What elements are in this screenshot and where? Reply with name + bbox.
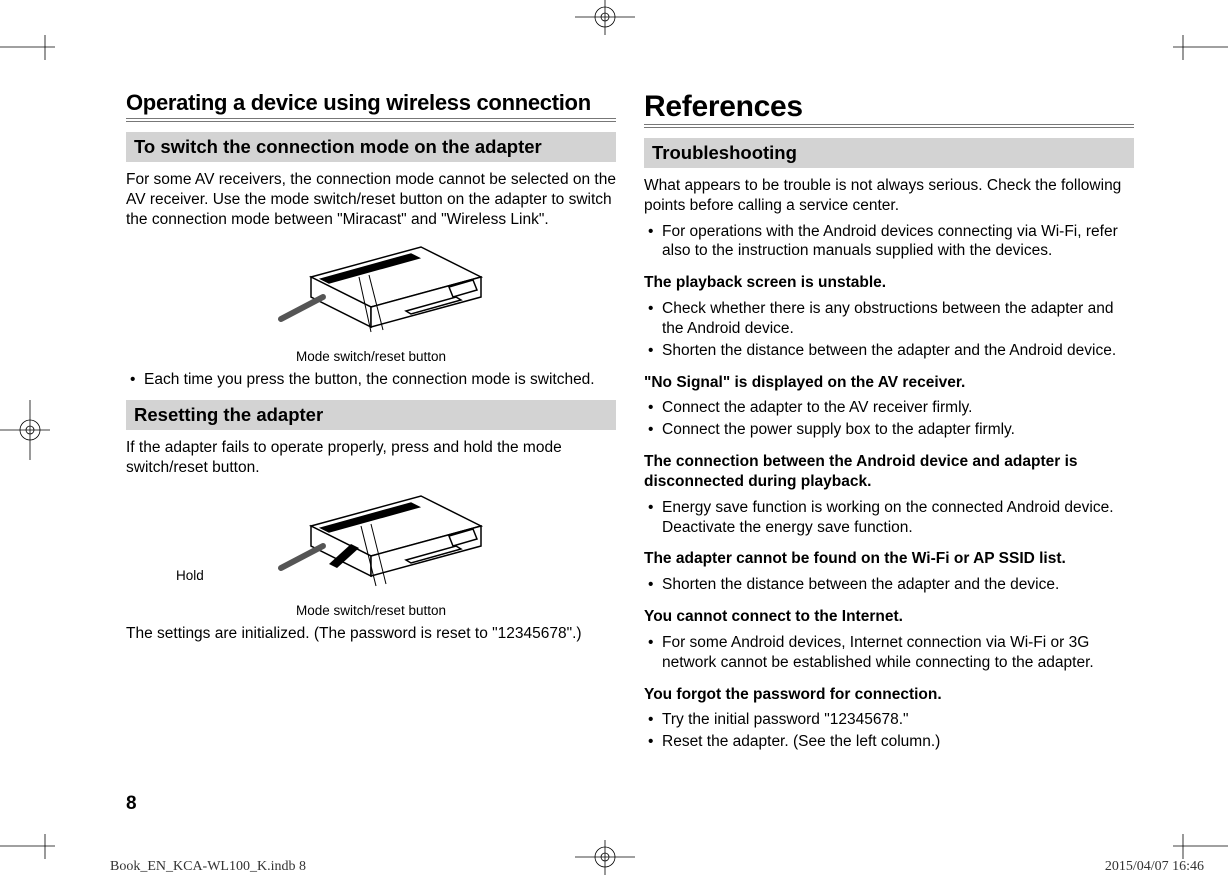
- section-heading-references: References: [644, 90, 1134, 128]
- bullet-switch-1: Each time you press the button, the conn…: [126, 370, 616, 390]
- trouble-list-5: For some Android devices, Internet conne…: [644, 633, 1134, 673]
- left-column: Operating a device using wireless connec…: [126, 90, 616, 756]
- t6-bullet-1: Try the initial password "12345678.": [644, 710, 1134, 730]
- figure-caption-2: Mode switch/reset button: [126, 603, 616, 618]
- trouble-head-3: The connection between the Android devic…: [644, 452, 1134, 492]
- figure-mode-switch: Mode switch/reset button: [126, 237, 616, 364]
- t3-bullet-1: Energy save function is working on the c…: [644, 498, 1134, 538]
- bullet-list-switch: Each time you press the button, the conn…: [126, 370, 616, 390]
- trouble-head-6: You forgot the password for connection.: [644, 685, 1134, 705]
- trouble-list-2: Connect the adapter to the AV receiver f…: [644, 398, 1134, 440]
- trouble-head-1: The playback screen is unstable.: [644, 273, 1134, 293]
- t2-bullet-1: Connect the adapter to the AV receiver f…: [644, 398, 1134, 418]
- trouble-list-6: Try the initial password "12345678." Res…: [644, 710, 1134, 752]
- para-trouble-intro: What appears to be trouble is not always…: [644, 176, 1134, 216]
- section-heading-operating: Operating a device using wireless connec…: [126, 90, 616, 122]
- t6-bullet-2: Reset the adapter. (See the left column.…: [644, 732, 1134, 752]
- trouble-head-5: You cannot connect to the Internet.: [644, 607, 1134, 627]
- trouble-list-4: Shorten the distance between the adapter…: [644, 575, 1134, 595]
- t5-bullet-1: For some Android devices, Internet conne…: [644, 633, 1134, 673]
- figure-caption-1: Mode switch/reset button: [126, 349, 616, 364]
- t4-bullet-1: Shorten the distance between the adapter…: [644, 575, 1134, 595]
- subheading-troubleshooting: Troubleshooting: [644, 138, 1134, 168]
- bullet-intro-1: For operations with the Android devices …: [644, 222, 1134, 262]
- t1-bullet-1: Check whether there is any obstructions …: [644, 299, 1134, 339]
- t2-bullet-2: Connect the power supply box to the adap…: [644, 420, 1134, 440]
- page-number: 8: [126, 793, 137, 815]
- t1-bullet-2: Shorten the distance between the adapter…: [644, 341, 1134, 361]
- right-column: References Troubleshooting What appears …: [644, 90, 1134, 756]
- bullet-list-intro: For operations with the Android devices …: [644, 222, 1134, 262]
- para-reset-intro: If the adapter fails to operate properly…: [126, 438, 616, 478]
- footer-filename: Book_EN_KCA-WL100_K.indb 8: [110, 859, 306, 875]
- hold-label: Hold: [176, 568, 204, 583]
- subheading-switch-mode: To switch the connection mode on the ada…: [126, 132, 616, 162]
- para-switch-intro: For some AV receivers, the connection mo…: [126, 170, 616, 229]
- trouble-list-3: Energy save function is working on the c…: [644, 498, 1134, 538]
- trouble-head-4: The adapter cannot be found on the Wi-Fi…: [644, 549, 1134, 569]
- trouble-head-2: "No Signal" is displayed on the AV recei…: [644, 373, 1134, 393]
- trouble-list-1: Check whether there is any obstructions …: [644, 299, 1134, 360]
- adapter-diagram-1: [251, 237, 491, 347]
- figure-reset: Hold Mode switch/reset button: [126, 486, 616, 618]
- footer-timestamp: 2015/04/07 16:46: [1105, 859, 1204, 875]
- para-reset-result: The settings are initialized. (The passw…: [126, 624, 616, 644]
- page-content: Operating a device using wireless connec…: [126, 90, 1134, 756]
- adapter-diagram-2: [251, 486, 491, 601]
- subheading-reset: Resetting the adapter: [126, 400, 616, 430]
